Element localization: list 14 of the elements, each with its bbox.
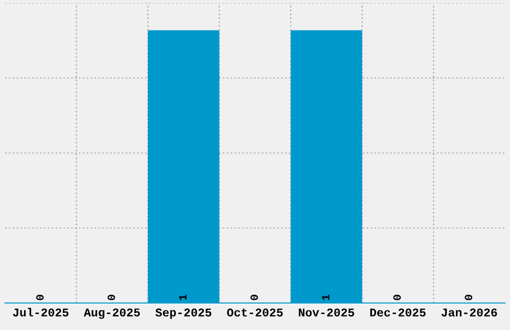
data-label: 0 bbox=[108, 294, 116, 300]
data-label: 0 bbox=[250, 294, 258, 300]
x-tick-label: Oct-2025 bbox=[227, 308, 283, 317]
x-tick-label: Aug-2025 bbox=[84, 308, 140, 319]
data-label: 0 bbox=[393, 294, 401, 300]
x-tick-label: Sep-2025 bbox=[155, 308, 212, 319]
x-tick-label: Jul-2025 bbox=[12, 308, 68, 317]
x-tick-label: Nov-2025 bbox=[298, 308, 354, 317]
x-tick-label: Dec-2025 bbox=[370, 308, 426, 317]
data-label: 1 bbox=[322, 294, 330, 300]
data-label: 0 bbox=[36, 294, 44, 300]
data-label: 0 bbox=[464, 294, 472, 300]
x-tick-label: Jan-2026 bbox=[442, 308, 497, 317]
data-label: 1 bbox=[179, 294, 186, 300]
